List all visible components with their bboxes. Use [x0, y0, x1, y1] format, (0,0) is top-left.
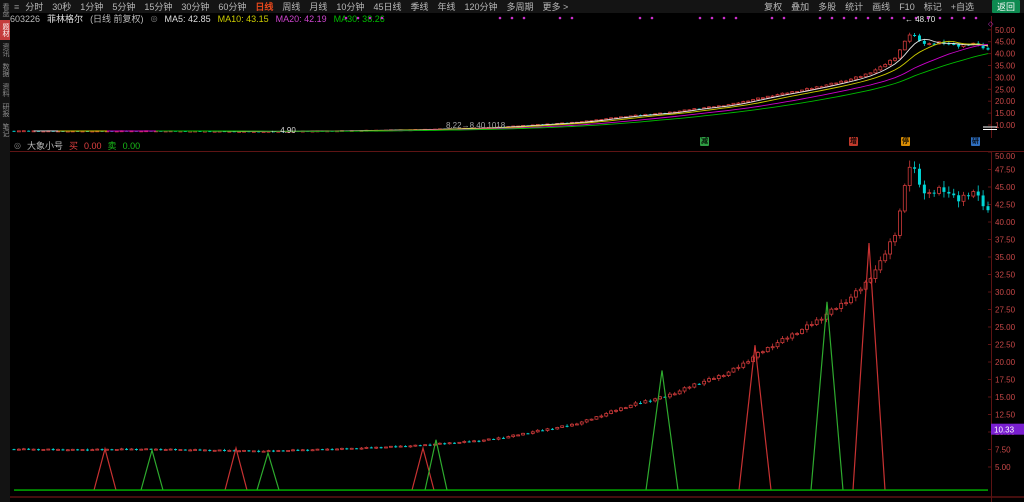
svg-text:37.50: 37.50	[995, 236, 1016, 245]
indicator-current-value-badge: 10.33	[991, 423, 1024, 435]
menu-icon[interactable]: ≡	[14, 1, 20, 12]
svg-text:32.50: 32.50	[995, 271, 1016, 280]
svg-text:8.22→8.40 1018: 8.22→8.40 1018	[446, 121, 506, 130]
period-分时[interactable]: 分时	[25, 2, 44, 12]
svg-text:12.50: 12.50	[995, 411, 1016, 420]
svg-text:40.00: 40.00	[995, 50, 1016, 59]
period-多周期[interactable]: 多周期	[506, 2, 534, 12]
action-叠加[interactable]: 叠加	[791, 2, 810, 12]
svg-text:← 4.90: ← 4.90	[270, 126, 296, 135]
ma-label: MA10: 43.15	[217, 13, 269, 24]
period-toolbar: ≡ 分时 30秒 1分钟 5分钟 15分钟 30分钟 60分钟 日线 周线 月线 10分钟 45日线季…	[10, 0, 1024, 13]
event-flag-停[interactable]: 停	[901, 137, 910, 146]
action-统计[interactable]: 统计	[845, 2, 864, 12]
eye-icon[interactable]: ◎	[14, 141, 21, 150]
sidebar-item-题材[interactable]: 题材	[0, 20, 10, 40]
svg-text:50.00: 50.00	[995, 26, 1016, 35]
svg-text:35.00: 35.00	[995, 62, 1016, 71]
svg-text:45.00: 45.00	[995, 38, 1016, 47]
sidebar-item-看盘[interactable]: 看盘	[2, 3, 9, 17]
period-60分钟[interactable]: 60分钟	[218, 2, 247, 12]
svg-text:20.00: 20.00	[995, 97, 1016, 106]
svg-text:25.00: 25.00	[995, 85, 1016, 94]
stock-code: 603226	[10, 13, 41, 24]
panel-divider	[10, 138, 1024, 152]
period-15分钟[interactable]: 15分钟	[144, 2, 173, 12]
svg-text:50.00: 50.00	[995, 152, 1016, 161]
action-F10[interactable]: F10	[899, 2, 915, 12]
ma-label: MA5: 42.85	[164, 13, 211, 24]
svg-text:5.00: 5.00	[995, 463, 1011, 472]
svg-text:10.00: 10.00	[995, 121, 1016, 130]
eye-icon[interactable]: ◎	[150, 14, 158, 23]
sidebar-item-资讯[interactable]: 资讯	[2, 43, 9, 57]
svg-text:45.00: 45.00	[995, 183, 1016, 192]
period-月线[interactable]: 月线	[309, 2, 328, 12]
period-更多 >[interactable]: 更多 >	[542, 2, 569, 12]
period-30分钟[interactable]: 30分钟	[181, 2, 210, 12]
sidebar-item-研报[interactable]: 研报	[2, 103, 9, 117]
indicator-name[interactable]: 大象小号	[26, 141, 63, 151]
svg-text:35.00: 35.00	[995, 253, 1016, 262]
period-10分钟[interactable]: 10分钟	[336, 2, 365, 12]
svg-text:22.50: 22.50	[995, 341, 1016, 350]
period-1分钟[interactable]: 1分钟	[80, 2, 104, 12]
sidebar-item-资料[interactable]: 资料	[2, 83, 9, 97]
back-button[interactable]: 返回	[991, 0, 1020, 13]
svg-text:25.00: 25.00	[995, 323, 1016, 332]
period-季线[interactable]: 季线	[410, 2, 429, 12]
svg-text:7.50: 7.50	[995, 446, 1011, 455]
sell-value: 0.00	[122, 140, 141, 151]
buy-label: 买	[69, 141, 79, 151]
sidebar-item-笔记[interactable]: 笔记	[2, 123, 9, 137]
svg-text:30.00: 30.00	[995, 288, 1016, 297]
svg-text:15.00: 15.00	[995, 393, 1016, 402]
ma-label: MA20: 42.19	[275, 13, 327, 24]
period-45日线[interactable]: 45日线	[373, 2, 402, 12]
action-标记[interactable]: 标记	[923, 2, 942, 12]
event-flag-减[interactable]: 减	[700, 137, 709, 146]
action-+自选[interactable]: +自选	[950, 2, 974, 12]
period-日线[interactable]: 日线	[255, 2, 274, 12]
left-sidebar: 看盘题材资讯数据资料研报笔记	[0, 0, 10, 502]
indicator-header: ◎ 大象小号 买 0.00 卖 0.00	[14, 140, 141, 152]
svg-text:42.50: 42.50	[995, 201, 1016, 210]
svg-text:10.33: 10.33	[994, 426, 1015, 435]
svg-text:30.00: 30.00	[995, 73, 1016, 82]
svg-text:27.50: 27.50	[995, 306, 1016, 315]
sidebar-item-数据[interactable]: 数据	[2, 63, 9, 77]
main-candlestick-chart[interactable]: 50.00 45.00 40.00 35.00 30.00 25.00 20.00 15.00…	[0, 16, 1024, 138]
event-flag-增[interactable]: 增	[849, 137, 858, 146]
event-flag-研[interactable]: 研	[971, 137, 980, 146]
svg-text:◇: ◇	[988, 21, 994, 28]
svg-text:20.00: 20.00	[995, 358, 1016, 367]
action-list: 复权 叠加 多股 统计 画线 F10 标记 +自选	[764, 0, 983, 13]
indicator-chart[interactable]: 50.00 47.50 45.00 42.50 40.00 37.50 35.00 32.50…	[0, 151, 1024, 502]
svg-text:40.00: 40.00	[995, 218, 1016, 227]
svg-text:47.50: 47.50	[995, 166, 1016, 175]
sell-label: 卖	[107, 141, 117, 151]
stock-name[interactable]: 菲林格尔	[47, 14, 84, 24]
action-多股[interactable]: 多股	[818, 2, 837, 12]
period-120分钟[interactable]: 120分钟	[464, 2, 498, 12]
toolbar-actions: 复权 叠加 多股 统计 画线 F10 标记 +自选 返回	[764, 0, 1020, 13]
buy-value: 0.00	[84, 140, 102, 151]
period-list: 分时 30秒 1分钟 5分钟 15分钟 30分钟 60分钟 日线 周线 月线 10分钟 45日线 季线年…	[25, 0, 577, 13]
period-30秒[interactable]: 30秒	[52, 2, 72, 12]
action-画线[interactable]: 画线	[872, 2, 891, 12]
svg-text:15.00: 15.00	[995, 109, 1016, 118]
svg-text:17.50: 17.50	[995, 376, 1016, 385]
period-周线[interactable]: 周线	[282, 2, 301, 12]
svg-text:← 48.70: ← 48.70	[905, 16, 936, 24]
period-年线[interactable]: 年线	[437, 2, 456, 12]
period-5分钟[interactable]: 5分钟	[112, 2, 136, 12]
action-复权[interactable]: 复权	[764, 2, 783, 12]
chart-mode-label: (日线 前复权)	[90, 14, 144, 24]
